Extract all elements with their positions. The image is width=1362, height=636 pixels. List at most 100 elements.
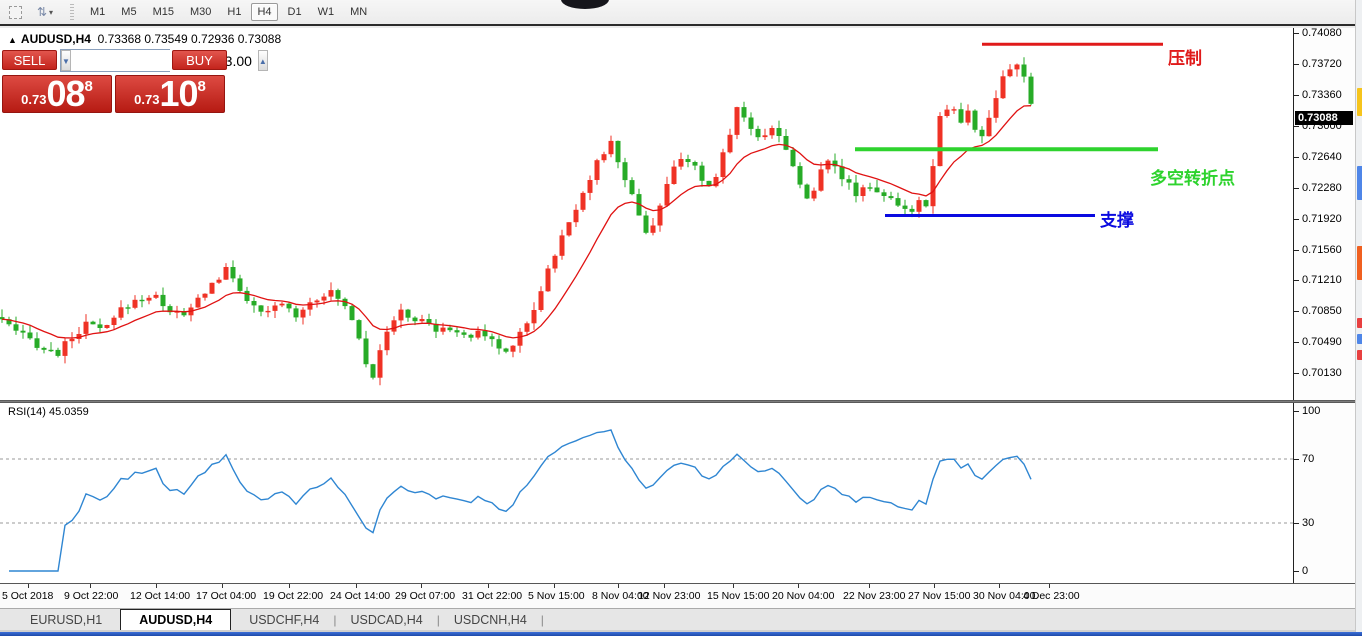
- main-chart-pane[interactable]: 压制 多空转折点 支撑 ▲ AUDUSD,H4 0.73368 0.73549 0.7…: [0, 28, 1293, 402]
- candle-body: [454, 330, 460, 333]
- current-price-box: 0.73088: [1295, 111, 1353, 125]
- candle-body: [874, 187, 880, 193]
- buy-price-button[interactable]: 0.73 10 8: [115, 75, 225, 113]
- candle-body: [209, 282, 215, 294]
- candle-body: [237, 278, 243, 291]
- tf-m1[interactable]: M1: [90, 6, 106, 18]
- tf-d1[interactable]: D1: [287, 6, 302, 18]
- tf-h4-active[interactable]: H4: [251, 3, 278, 21]
- candle-body: [979, 129, 985, 137]
- candle-body: [55, 349, 61, 356]
- candle-body: [797, 166, 803, 185]
- status-strip: [0, 630, 1362, 632]
- volume-decrease-button[interactable]: ▼: [61, 50, 71, 71]
- desktop-icon-multicolor[interactable]: [1357, 334, 1362, 344]
- date-tick-label: 22 Nov 23:00: [843, 590, 906, 602]
- tf-m15[interactable]: M15: [152, 6, 174, 18]
- candle-body: [0, 317, 5, 320]
- price-axis[interactable]: 0.74080 0.73720 0.73360 0.73000 0.72640 0.722…: [1294, 27, 1355, 402]
- desktop-icon-multicolor[interactable]: [1357, 318, 1362, 328]
- tf-h1[interactable]: H1: [227, 6, 242, 18]
- tab-separator: |: [540, 613, 544, 627]
- candle-body: [181, 311, 187, 316]
- candle-body: [202, 293, 208, 298]
- candle-body: [832, 160, 838, 167]
- candle-body: [650, 225, 656, 233]
- tab-separator: |: [436, 613, 440, 627]
- candle-body: [951, 109, 957, 111]
- date-tick-label: 30 Nov 04:00: [973, 590, 1036, 602]
- candle-body: [475, 330, 481, 338]
- tab-usdcnh-h4[interactable]: USDCNH,H4: [453, 613, 527, 627]
- date-tick: [869, 584, 870, 588]
- candle-body: [328, 290, 334, 297]
- candle-body: [307, 302, 313, 310]
- sell-price-button[interactable]: 0.73 08 8: [2, 75, 112, 113]
- candle-body: [860, 187, 866, 196]
- candle-body: [447, 327, 453, 331]
- candle-body: [699, 165, 705, 181]
- tab-usdcad-h4[interactable]: USDCAD,H4: [350, 613, 423, 627]
- candle-body: [258, 305, 264, 312]
- volume-input[interactable]: [70, 50, 258, 71]
- candle-body: [279, 303, 285, 306]
- candle-body: [468, 334, 474, 338]
- camera-notch: [561, 0, 609, 9]
- rsi-axis[interactable]: 100 70 30 0: [1294, 403, 1355, 583]
- pane-divider[interactable]: [0, 400, 1355, 403]
- rsi-indicator-pane[interactable]: RSI(14) 45.0359: [0, 403, 1293, 583]
- candle-body: [139, 299, 145, 302]
- candle-body: [524, 323, 530, 332]
- tab-eurusd-h1[interactable]: EURUSD,H1: [30, 613, 103, 627]
- candle-body: [6, 319, 12, 325]
- candle-body: [356, 320, 362, 339]
- desktop-icon-multicolor[interactable]: [1357, 350, 1362, 360]
- candle-body: [559, 235, 565, 256]
- tf-m5[interactable]: M5: [121, 6, 137, 18]
- tf-w1[interactable]: W1: [317, 6, 335, 18]
- date-tick: [222, 584, 223, 588]
- candle-body: [636, 194, 642, 216]
- candle-body: [174, 311, 180, 313]
- candle-body: [601, 154, 607, 161]
- rsi-tick: [1294, 411, 1299, 412]
- volume-increase-button[interactable]: ▲: [257, 50, 268, 71]
- desktop-icon-blue[interactable]: [1357, 166, 1362, 200]
- indicators-arrows-icon[interactable]: ⇅ ▾: [36, 5, 54, 19]
- price-tick: [1294, 311, 1299, 312]
- buy-button[interactable]: BUY: [172, 50, 227, 70]
- annotation-label: 压制: [1168, 48, 1202, 68]
- candle-body: [818, 169, 824, 191]
- tab-usdchf-h4[interactable]: USDCHF,H4: [249, 613, 320, 627]
- candle-body: [265, 310, 271, 313]
- desktop-icon-orange[interactable]: [1357, 246, 1362, 280]
- tf-mn[interactable]: MN: [350, 6, 368, 18]
- toolbar: ⇅ ▾ M1 M5 M15 M30 H1 H4 D1 W1 MN: [0, 0, 1355, 26]
- candle-body: [776, 128, 782, 136]
- candle-body: [230, 267, 236, 279]
- dashed-box-icon[interactable]: [6, 4, 24, 20]
- candle-body: [69, 338, 75, 342]
- rsi-chart-canvas[interactable]: [0, 403, 1293, 583]
- sell-price-prefix: 0.73: [21, 92, 47, 107]
- candle-body: [552, 255, 558, 269]
- date-axis[interactable]: 5 Oct 2018 9 Oct 22:00 12 Oct 14:00 17 Oct …: [0, 583, 1355, 608]
- desktop-icon-yellow[interactable]: [1357, 88, 1362, 116]
- candle-body: [811, 190, 817, 199]
- candle-body: [1007, 69, 1013, 77]
- sell-button[interactable]: SELL: [2, 50, 57, 70]
- price-tick: [1294, 280, 1299, 281]
- candle-body: [902, 205, 908, 209]
- taskbar-edge[interactable]: [0, 632, 1362, 636]
- candle-body: [27, 332, 33, 339]
- candle-body: [125, 307, 131, 309]
- toolbar-grip[interactable]: [70, 4, 74, 20]
- price-tick-label: 0.70850: [1302, 305, 1342, 317]
- candle-body: [762, 135, 768, 138]
- candle-body: [167, 306, 173, 313]
- price-tick: [1294, 126, 1299, 127]
- tf-m30[interactable]: M30: [189, 6, 212, 18]
- tab-audusd-h4-active[interactable]: AUDUSD,H4: [120, 609, 232, 630]
